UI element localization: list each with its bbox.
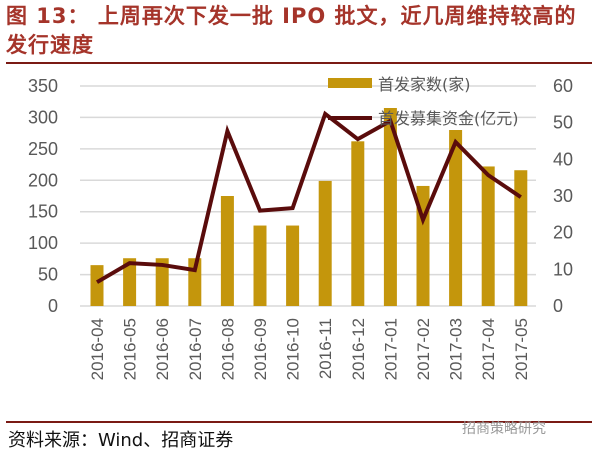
bar — [286, 225, 300, 306]
bar — [123, 258, 137, 306]
y-left-tick-label: 100 — [28, 233, 58, 253]
y-left-tick-label: 0 — [48, 296, 58, 316]
x-tick-label: 2017-04 — [479, 318, 498, 380]
x-tick-label: 2017-03 — [447, 318, 466, 380]
y-right-tick-label: 50 — [553, 113, 573, 133]
line-series — [95, 110, 522, 284]
bar — [253, 225, 267, 306]
x-tick-label: 2016-05 — [121, 318, 140, 380]
x-tick-label: 2017-05 — [512, 318, 531, 380]
bar — [449, 130, 463, 306]
y-right-tick-label: 10 — [553, 259, 573, 279]
y-left-tick-label: 350 — [28, 76, 58, 96]
bar — [155, 258, 169, 306]
footer-divider — [6, 421, 592, 423]
x-tick-label: 2016-10 — [284, 318, 303, 380]
y-left-tick-label: 150 — [28, 202, 58, 222]
y-right-tick-label: 30 — [553, 186, 573, 206]
y-right-tick-label: 60 — [553, 76, 573, 96]
y-right-tick-label: 0 — [553, 296, 563, 316]
watermark: 招商策略研究 — [462, 421, 546, 437]
bar — [220, 196, 234, 306]
legend-line-label: 首发募集资金(亿元) — [378, 109, 519, 128]
x-tick-label: 2017-02 — [414, 318, 433, 380]
x-tick-label: 2016-12 — [349, 318, 368, 380]
x-tick-label: 2016-08 — [218, 318, 237, 380]
bar — [318, 180, 332, 306]
y-right-tick-label: 20 — [553, 223, 573, 243]
y-left-tick-label: 300 — [28, 107, 58, 127]
y-left-tick-label: 250 — [28, 139, 58, 159]
x-tick-label: 2016-09 — [251, 318, 270, 380]
y-right-tick-label: 40 — [553, 149, 573, 169]
bar — [90, 265, 104, 306]
x-tick-label: 2016-11 — [316, 318, 335, 379]
x-tick-label: 2017-01 — [381, 318, 400, 380]
x-tick-label: 2016-06 — [153, 318, 172, 380]
y-left-tick-label: 50 — [38, 265, 58, 285]
bar — [351, 141, 365, 306]
source-note: 资料来源：Wind、招商证券 — [8, 430, 234, 451]
bar — [514, 170, 528, 306]
legend-bar-label: 首发家数(家) — [378, 75, 471, 94]
bar — [383, 108, 397, 306]
title-divider — [6, 62, 592, 64]
y-left-tick-label: 200 — [28, 170, 58, 190]
bar — [481, 166, 495, 306]
figure-title: 图 13： 上周再次下发一批 IPO 批文，近几周维持较高的发行速度 — [6, 4, 577, 57]
x-tick-label: 2016-04 — [88, 318, 107, 380]
x-tick-label: 2016-07 — [186, 318, 205, 380]
legend-bar-swatch — [328, 78, 372, 88]
